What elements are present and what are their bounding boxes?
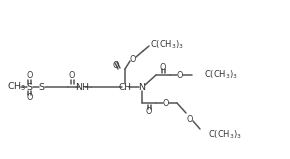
Text: S: S bbox=[26, 83, 32, 91]
Text: O: O bbox=[160, 62, 166, 72]
Text: O: O bbox=[146, 107, 152, 115]
Text: O: O bbox=[163, 98, 169, 107]
Text: C(CH$_3$)$_3$: C(CH$_3$)$_3$ bbox=[204, 69, 238, 81]
Text: O: O bbox=[130, 55, 136, 63]
Text: O: O bbox=[69, 72, 75, 80]
Text: CH: CH bbox=[119, 83, 131, 91]
Text: N: N bbox=[139, 83, 146, 91]
Text: O: O bbox=[187, 114, 193, 124]
Text: S: S bbox=[39, 83, 44, 91]
Text: O: O bbox=[26, 93, 33, 103]
Text: O: O bbox=[113, 61, 119, 69]
Text: O: O bbox=[26, 72, 33, 80]
Text: CH$_3$: CH$_3$ bbox=[7, 81, 26, 93]
Text: O: O bbox=[177, 70, 183, 80]
Text: NH: NH bbox=[75, 83, 89, 91]
Text: C(CH$_3$)$_3$: C(CH$_3$)$_3$ bbox=[208, 129, 242, 141]
Text: C(CH$_3$)$_3$: C(CH$_3$)$_3$ bbox=[150, 39, 184, 51]
